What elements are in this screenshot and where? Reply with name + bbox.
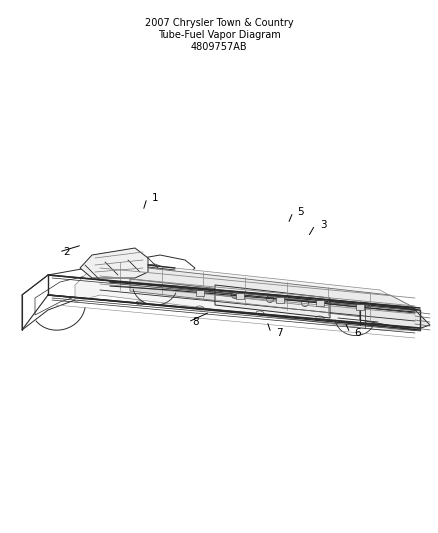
Text: 8: 8 [193,317,199,327]
Bar [196,290,204,296]
Text: 6: 6 [355,328,361,338]
Bar [356,304,364,310]
Text: 7: 7 [276,328,283,338]
Polygon shape [130,266,415,308]
Bar [276,297,284,303]
Text: 4809757AB: 4809757AB [191,42,247,52]
Polygon shape [360,302,430,330]
Polygon shape [75,260,415,330]
Text: 2007 Chrysler Town & Country: 2007 Chrysler Town & Country [145,18,293,28]
Polygon shape [80,248,148,278]
Polygon shape [130,279,415,320]
Text: 5: 5 [298,207,304,217]
Text: Tube-Fuel Vapor Diagram: Tube-Fuel Vapor Diagram [158,30,280,40]
Text: 2: 2 [64,247,71,257]
Bar [236,293,244,299]
Text: 3: 3 [320,220,326,230]
Bar [316,300,324,306]
Text: 1: 1 [152,193,158,203]
Polygon shape [215,285,330,318]
